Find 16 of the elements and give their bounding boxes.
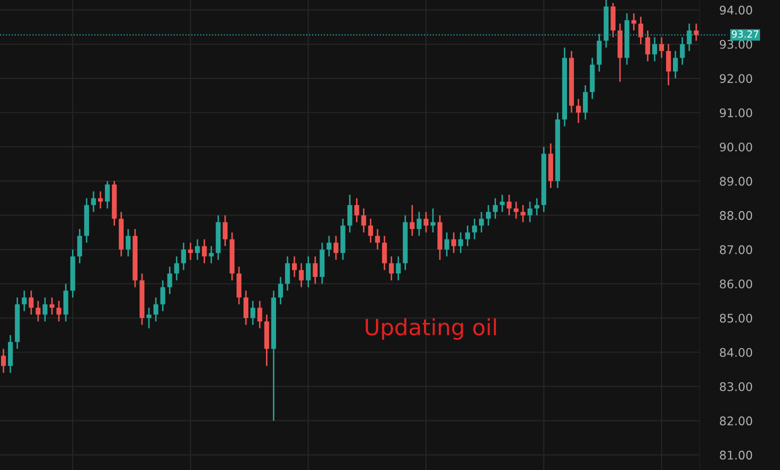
y-tick-label: 94.00: [720, 6, 752, 15]
ref-line-label: 93.27: [732, 30, 758, 38]
y-tick-label: 81.00: [720, 450, 752, 460]
y-tick-label: 91.00: [720, 108, 752, 118]
y-tick-label: 88.00: [720, 211, 752, 220]
y-tick-label: 89.00: [720, 176, 752, 186]
y-tick-label: 86.00: [720, 280, 752, 288]
y-tick-label: 85.00: [720, 314, 752, 323]
y-tick-label: 92.00: [720, 74, 752, 84]
y-tick-label: 84.00: [720, 348, 752, 357]
y-tick-label: 82.00: [720, 416, 752, 426]
y-tick-label: 93.00: [720, 40, 752, 49]
annotation: Updating oil: [366, 318, 496, 340]
y-tick-label: 90.00: [720, 142, 752, 152]
y-tick-label: 83.00: [720, 382, 752, 392]
y-tick-label: 87.00: [720, 245, 752, 254]
